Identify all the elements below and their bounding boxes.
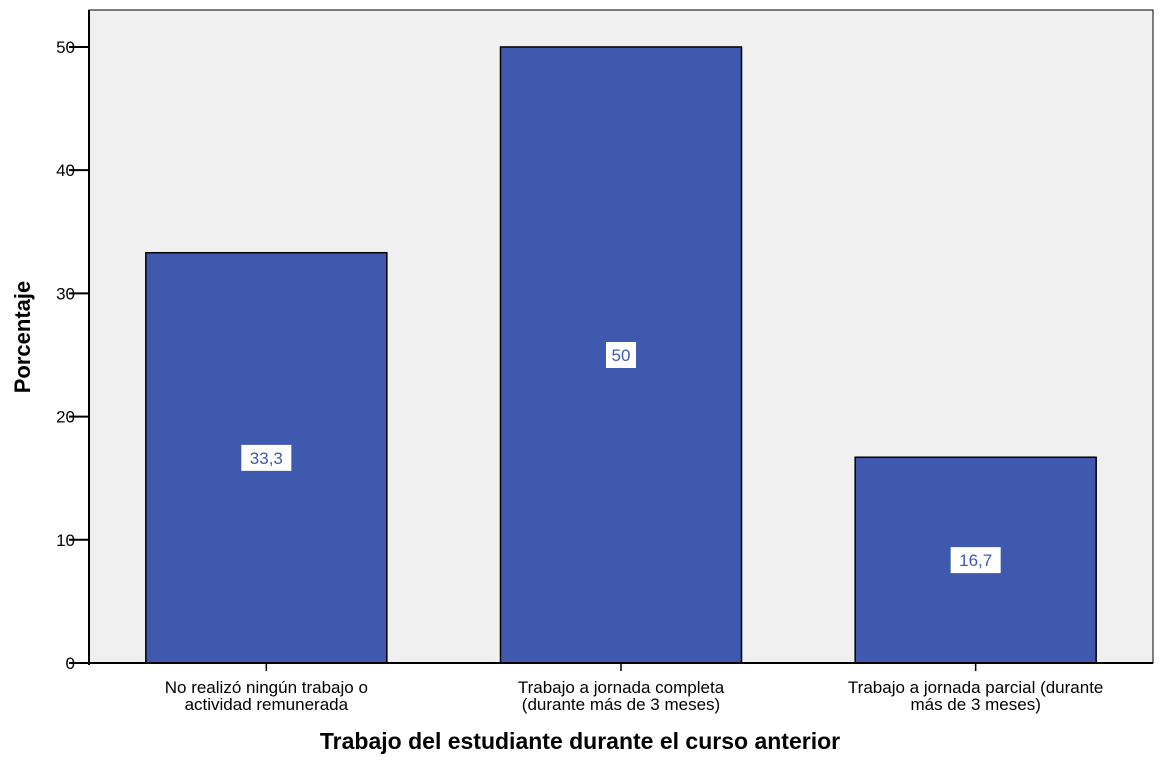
y-tick-label-2: 20 bbox=[56, 408, 75, 427]
data-label-box-1 bbox=[241, 444, 292, 471]
x-tick-label-3: Trabajo a jornada parcial (durante más de… bbox=[848, 678, 1103, 714]
x-tick-label-1: No realizó ningún trabajo o actividad rem… bbox=[165, 678, 368, 714]
data-label-box-2 bbox=[606, 341, 636, 368]
data-label-box-3 bbox=[950, 547, 1001, 574]
data-label-2: 50 bbox=[612, 346, 631, 365]
bars-layer: 33,3 50 16,7 bbox=[145, 46, 1097, 664]
x-tick-labels-layer: No realizó ningún trabajo o actividad rem… bbox=[165, 663, 1103, 714]
y-tick-label-0: 0 bbox=[66, 654, 75, 673]
data-label-3: 16,7 bbox=[959, 551, 992, 570]
y-ticks-layer: 0 10 20 30 40 50 bbox=[56, 38, 89, 673]
x-tick-label-2: Trabajo a jornada completa (durante más d… bbox=[518, 678, 725, 714]
y-tick-label-1: 10 bbox=[56, 531, 75, 550]
y-tick-label-5: 50 bbox=[56, 38, 75, 57]
y-axis-title: Porcentaje bbox=[10, 281, 35, 394]
y-tick-label-3: 30 bbox=[56, 284, 75, 303]
x-axis-title: Trabajo del estudiante durante el curso … bbox=[320, 728, 840, 754]
data-label-1: 33,3 bbox=[250, 449, 283, 468]
y-tick-label-4: 40 bbox=[56, 161, 75, 180]
